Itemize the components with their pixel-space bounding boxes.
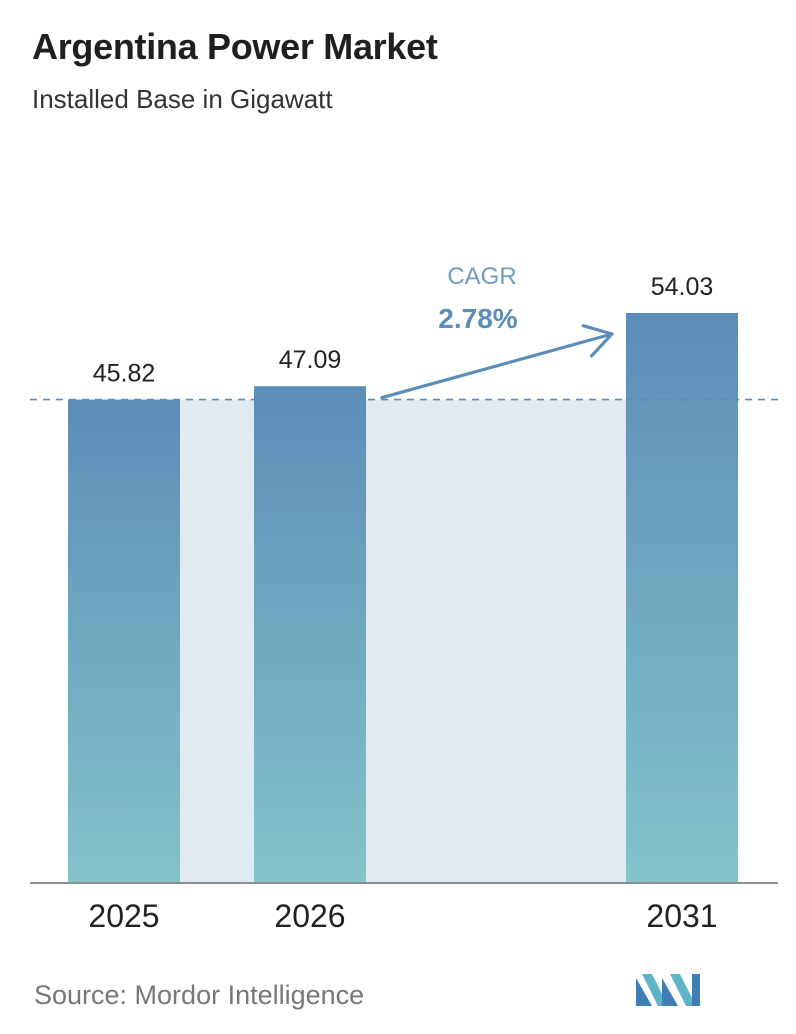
- x-tick-label-2026: 2026: [274, 898, 345, 934]
- value-label-2025: 45.82: [93, 360, 156, 388]
- bar-2026: [254, 386, 366, 883]
- bar-2031: [626, 312, 738, 883]
- x-tick-label-2025: 2025: [88, 898, 159, 934]
- x-tick-label-2031: 2031: [646, 898, 717, 934]
- cagr-arrow: [380, 324, 614, 400]
- cagr-value: 2.78%: [438, 303, 517, 334]
- value-label-2026: 47.09: [279, 346, 342, 374]
- cagr-label: CAGR: [447, 263, 516, 290]
- bar-chart: 45.82 47.09 54.03 2025 2026 2031 CAGR 2.78%: [30, 263, 778, 934]
- value-label-2031: 54.03: [651, 273, 714, 301]
- bar-2025: [68, 399, 180, 883]
- mordor-intelligence-logo-icon: [636, 974, 700, 1006]
- chart-subtitle: Installed Base in Gigawatt: [32, 84, 333, 114]
- source-note: Source: Mordor Intelligence: [34, 980, 365, 1010]
- chart-title: Argentina Power Market: [32, 26, 438, 67]
